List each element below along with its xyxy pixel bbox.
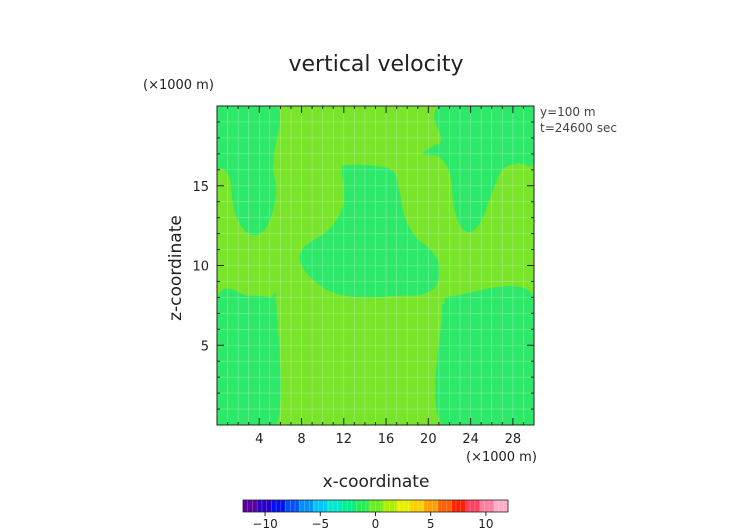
plot-area: 4 8 12 16 20 24 28 5 10 15 bbox=[192, 105, 535, 447]
region-right-lower bbox=[435, 286, 534, 425]
colorbar: −10 −5 0 5 10 bbox=[242, 499, 509, 531]
colorbar-tick-label: −10 bbox=[252, 517, 277, 531]
colorbar-swatch bbox=[466, 500, 481, 512]
y-axis-label: z-coordinate bbox=[166, 215, 186, 321]
x-tick-label: 28 bbox=[505, 432, 522, 447]
y-unit-label: (×1000 m) bbox=[143, 78, 214, 93]
grid-lines bbox=[217, 106, 534, 425]
colorbar-swatch bbox=[452, 500, 467, 512]
colorbar-swatch bbox=[382, 500, 397, 512]
chart-title: vertical velocity bbox=[288, 52, 463, 77]
colorbar-swatch bbox=[494, 500, 509, 512]
colorbar-swatch bbox=[340, 500, 355, 512]
x-tick-label: 16 bbox=[378, 432, 395, 447]
annotation-y: y=100 m bbox=[540, 105, 596, 119]
y-tick-label: 10 bbox=[192, 260, 209, 275]
colorbar-swatch bbox=[256, 500, 272, 512]
y-tick-label: 15 bbox=[192, 180, 209, 195]
colorbar-tick-label: 0 bbox=[372, 517, 380, 531]
region-left-lower bbox=[217, 288, 281, 425]
colorbar-swatch bbox=[396, 500, 411, 512]
colorbar-tick-label: 10 bbox=[478, 517, 493, 531]
x-ticks: 4 8 12 16 20 24 28 bbox=[227, 106, 524, 447]
x-tick-label: 12 bbox=[336, 432, 353, 447]
x-tick-label: 24 bbox=[462, 432, 479, 447]
colorbar-tick-label: 5 bbox=[427, 517, 435, 531]
y-ticks: 5 10 15 bbox=[192, 121, 534, 410]
x-tick-label: 20 bbox=[420, 432, 437, 447]
colorbar-swatch bbox=[438, 500, 453, 512]
x-axis-label: x-coordinate bbox=[323, 472, 430, 492]
colorbar-swatch bbox=[410, 500, 425, 512]
colorbar-swatch bbox=[270, 500, 286, 512]
colorbar-swatch bbox=[243, 500, 258, 512]
annotation-t: t=24600 sec bbox=[540, 121, 617, 135]
colorbar-swatch bbox=[424, 500, 439, 512]
region-right-plume bbox=[423, 106, 534, 233]
colorbar-tick-label: −5 bbox=[311, 517, 329, 531]
colorbar-swatch bbox=[312, 500, 327, 512]
x-tick-label: 4 bbox=[255, 432, 263, 447]
colorbar-swatch bbox=[354, 500, 369, 512]
colorbar-swatch bbox=[326, 500, 341, 512]
colorbar-swatch bbox=[298, 500, 314, 512]
region-center-bowl bbox=[299, 164, 440, 298]
region-left-plume bbox=[217, 106, 280, 235]
x-tick-label: 8 bbox=[297, 432, 305, 447]
colorbar-swatch bbox=[284, 500, 300, 512]
colorbar-swatch bbox=[480, 500, 495, 512]
y-tick-label: 5 bbox=[201, 339, 209, 354]
x-unit-label: (×1000 m) bbox=[466, 450, 537, 465]
contour-regions bbox=[217, 106, 534, 425]
colorbar-swatch bbox=[368, 500, 383, 512]
